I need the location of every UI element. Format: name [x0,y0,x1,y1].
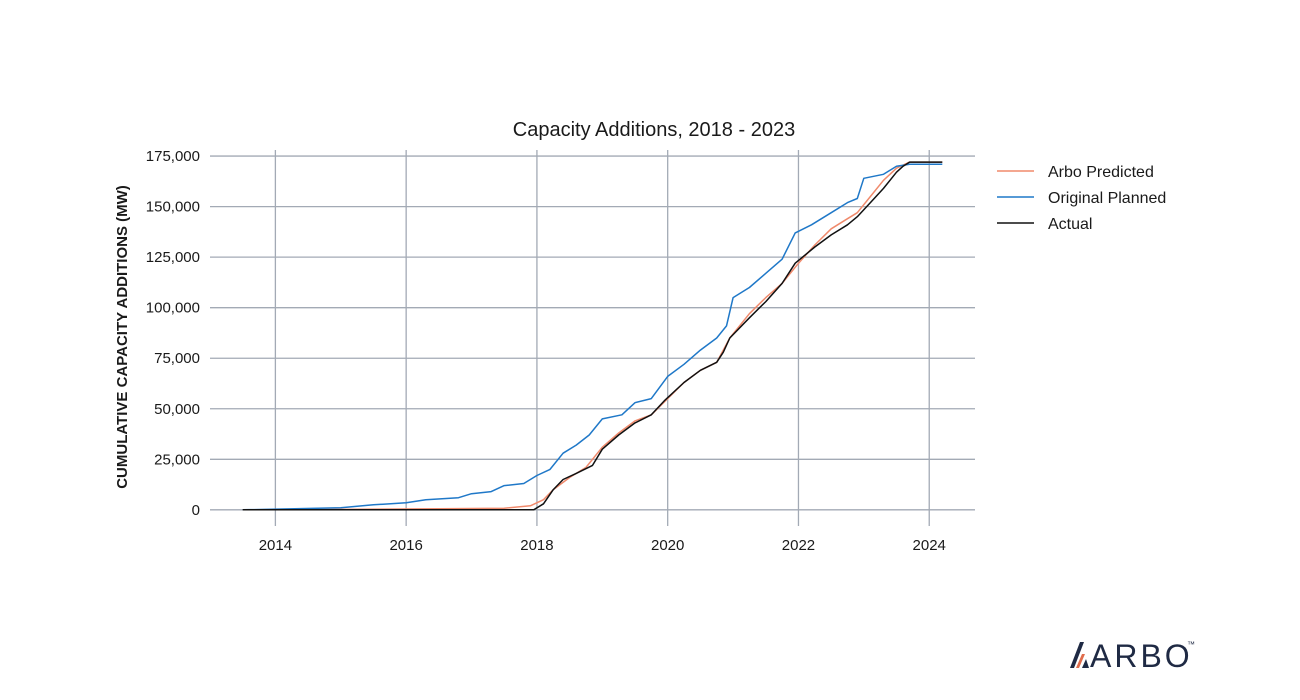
y-tick-label: 150,000 [146,199,200,216]
x-tick-label: 2016 [389,537,422,554]
y-tick-label: 25,000 [154,451,200,468]
x-tick-label: 2014 [259,537,292,554]
trademark-mark: ™ [1187,640,1195,649]
legend-label: Actual [1048,216,1092,233]
chart-title: Capacity Additions, 2018 - 2023 [513,119,795,141]
legend-label: Original Planned [1048,190,1166,207]
logo-mark-icon [1070,642,1089,668]
axes: 0 25,000 50,000 75,000 100,000 125,000 150,000… [146,148,946,554]
legend: Arbo Predicted Original Planned Actual [997,164,1166,233]
x-tick-label: 2018 [520,537,553,554]
logo-text: ARBO [1090,638,1193,674]
y-axis-label: CUMULATIVE CAPACITY ADDITIONS (MW) [114,185,131,489]
y-tick-label: 100,000 [146,300,200,317]
series-line-arbo-predicted [242,161,943,511]
series-lines [242,161,943,511]
series-line-actual [242,161,943,511]
x-tick-label: 2022 [782,537,815,554]
series-line-original-planned [242,163,943,511]
y-tick-label: 50,000 [154,401,200,418]
y-tick-label: 0 [192,502,200,519]
y-tick-label: 125,000 [146,249,200,266]
brand-logo: ARBO ™ [1068,636,1198,676]
grid [210,150,975,526]
y-tick-label: 75,000 [154,350,200,367]
legend-label: Arbo Predicted [1048,164,1154,181]
y-tick-label: 175,000 [146,148,200,165]
x-tick-label: 2020 [651,537,684,554]
x-tick-label: 2024 [913,537,946,554]
